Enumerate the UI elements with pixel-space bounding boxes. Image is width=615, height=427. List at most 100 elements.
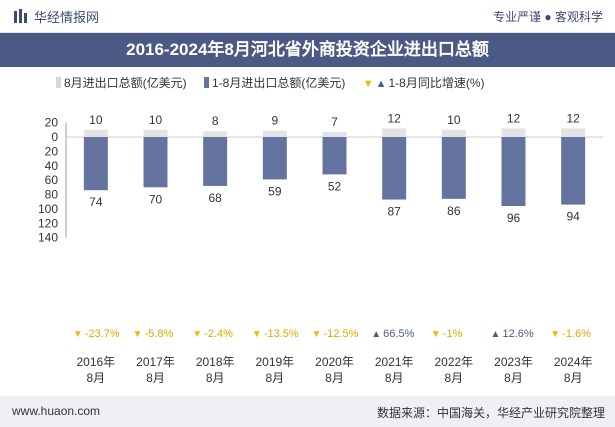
monthly-bar [143, 129, 168, 137]
growth-up-marker: ▲ [371, 329, 381, 340]
monthly-value-label: 12 [566, 111, 580, 125]
brand-name: 华经情报网 [34, 10, 100, 25]
chart-legend: 8月进出口总额(亿美元) 1-8月进出口总额(亿美元) ▼ ▲ 1-8月同比增速(%… [56, 74, 499, 92]
growth-down-marker: ▼ [73, 329, 83, 340]
y-tick-label: 120 [38, 216, 58, 230]
growth-down-marker: ▼ [252, 329, 262, 340]
growth-value-label: -2.4% [204, 328, 233, 340]
growth-value-label: -1% [443, 328, 463, 340]
x-tick-label-year: 2020年 [315, 355, 354, 369]
cumulative-value-label: 74 [89, 195, 103, 209]
cumulative-value-label: 86 [447, 204, 461, 218]
monthly-value-label: 9 [271, 114, 278, 128]
growth-down-marker: ▼ [431, 329, 441, 340]
growth-value-label: -5.8% [145, 328, 174, 340]
growth-value-label: -13.5% [264, 328, 299, 340]
y-tick-label: 80 [45, 188, 59, 202]
legend-label-monthly: 8月进出口总额(亿美元) [64, 76, 187, 90]
cumulative-bar [501, 137, 526, 207]
footer-source: 数据来源：中国海关，华经产业研究院整理 [376, 406, 605, 420]
cumulative-bar [382, 137, 407, 200]
legend-swatch-cumulative [204, 77, 210, 88]
cumulative-bar [143, 137, 168, 188]
y-tick-label: 40 [45, 159, 59, 173]
monthly-value-label: 10 [447, 113, 461, 127]
x-tick-label-year: 2017年 [136, 355, 175, 369]
y-tick-label: 0 [51, 130, 58, 144]
growth-down-marker: ▼ [192, 329, 202, 340]
growth-down-marker: ▼ [550, 329, 560, 340]
x-tick-label-year: 2016年 [76, 355, 115, 369]
monthly-bar [322, 131, 347, 137]
logo-icon [14, 9, 27, 23]
monthly-value-label: 8 [212, 114, 219, 128]
monthly-value-label: 12 [507, 111, 521, 125]
cumulative-bar [203, 137, 228, 186]
legend-down-triangle-icon: ▼ [362, 78, 374, 90]
y-tick-label: 100 [38, 202, 58, 216]
x-tick-label-year: 2022年 [434, 355, 473, 369]
legend-label-cumulative: 1-8月进出口总额(亿美元) [212, 76, 346, 90]
x-tick-label-month: 8月 [504, 371, 523, 385]
top-bar: 华经情报网 专业严谨 ● 客观科学 [0, 0, 615, 33]
growth-down-marker: ▼ [133, 329, 143, 340]
monthly-bar [203, 131, 228, 137]
monthly-bar [501, 128, 526, 137]
monthly-value-label: 7 [331, 115, 338, 129]
title-bar: 2016-2024年8月河北省外商投资企业进出口总额 [0, 33, 615, 67]
footer-url: www.huaon.com [12, 404, 101, 418]
monthly-bar [83, 129, 108, 137]
y-tick-label: 20 [45, 116, 59, 130]
x-tick-label-year: 2019年 [255, 355, 294, 369]
cumulative-bar [441, 137, 466, 199]
growth-value-label: 66.5% [383, 328, 414, 340]
legend-up-triangle-icon: ▲ [375, 78, 387, 90]
cumulative-value-label: 70 [149, 192, 163, 206]
cumulative-value-label: 87 [387, 205, 401, 219]
legend-item-cumulative: 1-8月进出口总额(亿美元) [204, 74, 345, 91]
x-tick-label-month: 8月 [265, 371, 284, 385]
chart-title: 2016-2024年8月河北省外商投资企业进出口总额 [126, 40, 489, 59]
legend-swatch-monthly [56, 77, 61, 88]
growth-value-label: -23.7% [85, 328, 120, 340]
growth-value-label: -1.6% [562, 328, 591, 340]
monthly-bar [561, 128, 586, 137]
x-tick-label-month: 8月 [325, 371, 344, 385]
cumulative-value-label: 96 [507, 211, 521, 225]
y-tick-label: 140 [38, 231, 58, 245]
cumulative-bar [262, 137, 287, 180]
cumulative-bar [83, 137, 108, 191]
monthly-value-label: 10 [149, 113, 163, 127]
x-tick-label-year: 2021年 [375, 355, 414, 369]
footer: www.huaon.com 数据来源：中国海关，华经产业研究院整理 [0, 396, 615, 427]
cumulative-bar [322, 137, 347, 175]
x-tick-label-month: 8月 [206, 371, 225, 385]
monthly-value-label: 10 [89, 113, 103, 127]
x-tick-label-month: 8月 [564, 371, 583, 385]
slogan: 专业严谨 ● 客观科学 [493, 10, 603, 24]
cumulative-value-label: 94 [566, 210, 580, 224]
growth-down-marker: ▼ [312, 329, 322, 340]
x-tick-label-year: 2023年 [494, 355, 533, 369]
x-tick-label-month: 8月 [146, 371, 165, 385]
y-tick-label: 20 [45, 144, 59, 158]
x-tick-label-year: 2018年 [196, 355, 235, 369]
x-tick-label-month: 8月 [86, 371, 105, 385]
growth-value-label: -12.5% [324, 328, 359, 340]
growth-value-label: 12.6% [503, 328, 534, 340]
monthly-bar [382, 128, 407, 137]
monthly-value-label: 12 [387, 111, 401, 125]
cumulative-bar [561, 137, 586, 205]
x-tick-label-month: 8月 [444, 371, 463, 385]
legend-item-monthly: 8月进出口总额(亿美元) [56, 74, 187, 91]
cumulative-value-label: 59 [268, 184, 282, 198]
x-tick-label-year: 2024年 [554, 355, 593, 369]
legend-label-growth: 1-8月同比增速(%) [388, 76, 485, 90]
growth-up-marker: ▲ [491, 329, 501, 340]
monthly-bar [441, 129, 466, 137]
x-tick-label-month: 8月 [385, 371, 404, 385]
cumulative-value-label: 52 [328, 179, 342, 193]
legend-item-growth: ▼ ▲ 1-8月同比增速(%) [363, 74, 485, 91]
monthly-bar [262, 130, 287, 137]
